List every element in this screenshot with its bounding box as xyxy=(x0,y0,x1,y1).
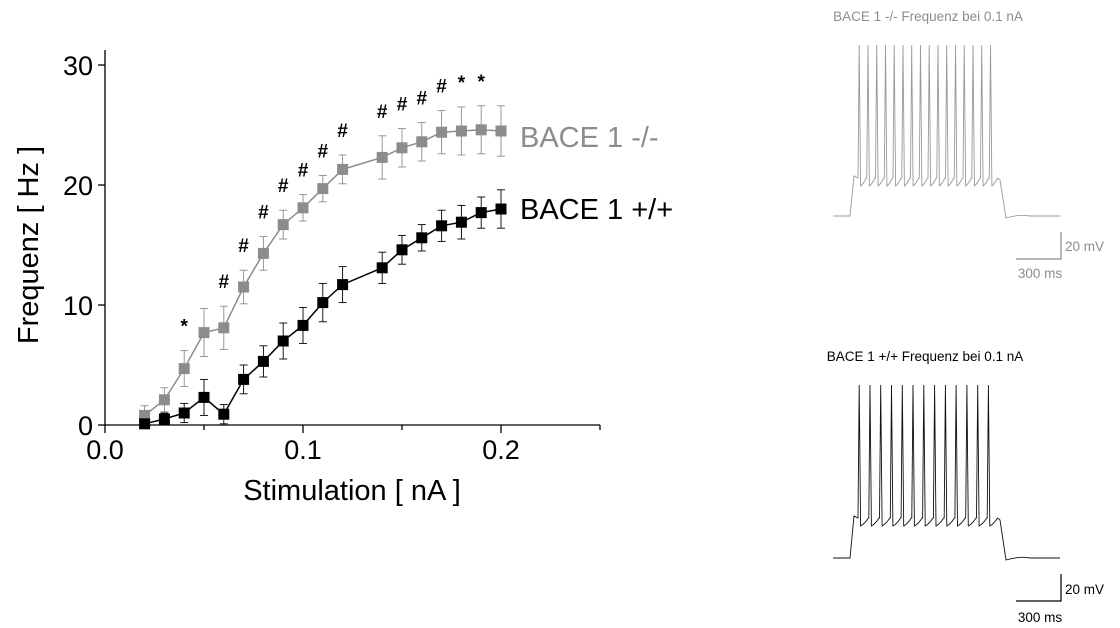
data-point-ko xyxy=(257,247,269,259)
data-point-ko xyxy=(158,394,170,406)
trace-title-ko: BACE 1 -/- Frequenz bei 0.1 nA xyxy=(833,9,1023,24)
y-axis-title: Frequenz [ Hz ] xyxy=(13,146,45,344)
significance-marker: # xyxy=(258,203,269,224)
significance-marker: # xyxy=(397,95,408,116)
data-point-wt xyxy=(218,408,230,420)
significance-marker: * xyxy=(180,317,188,338)
significance-marker: * xyxy=(458,73,466,94)
data-point-ko xyxy=(297,202,309,214)
significance-marker: # xyxy=(318,141,329,162)
trace-title-wt: BACE 1 +/+ Frequenz bei 0.1 nA xyxy=(827,349,1024,364)
trace-panel-ko: BACE 1 -/- Frequenz bei 0.1 nA 20 mV 300… xyxy=(833,9,1104,281)
scale-label-mv-ko: 20 mV xyxy=(1065,239,1104,254)
data-point-ko xyxy=(317,183,329,195)
data-point-wt xyxy=(416,232,428,244)
data-point-ko xyxy=(376,151,388,163)
axis-ticks: 0 10 20 30 0.0 0.1 0.2 xyxy=(63,51,601,465)
data-point-wt xyxy=(139,418,151,430)
data-point-ko xyxy=(455,125,467,137)
data-point-ko xyxy=(337,163,349,175)
data-point-wt xyxy=(238,373,250,385)
significance-marker: * xyxy=(477,72,485,93)
data-point-wt xyxy=(337,279,349,291)
y-tick-label: 10 xyxy=(63,291,93,321)
data-point-wt xyxy=(178,407,190,419)
data-point-ko xyxy=(495,125,507,137)
data-point-wt xyxy=(396,244,408,256)
data-point-wt xyxy=(277,335,289,347)
significance-marker: # xyxy=(298,161,309,182)
data-point-wt xyxy=(495,203,507,215)
data-point-wt xyxy=(436,220,448,232)
x-tick-label: 0.0 xyxy=(86,435,124,465)
data-point-ko xyxy=(218,322,230,334)
data-point-ko xyxy=(198,327,210,339)
series-ko xyxy=(139,105,507,426)
data-point-ko xyxy=(238,281,250,293)
y-tick-label: 30 xyxy=(63,51,93,81)
data-point-wt xyxy=(158,413,170,425)
series-line-ko xyxy=(144,129,502,416)
data-point-ko xyxy=(396,142,408,154)
scale-label-ms-ko: 300 ms xyxy=(1018,266,1063,281)
trace-panel-wt: BACE 1 +/+ Frequenz bei 0.1 nA 20 mV 300… xyxy=(827,349,1104,625)
data-point-ko xyxy=(178,363,190,375)
frequency-plot: * # # # # # # # # # # # * * 0 10 20 30 0.0 0.1 0.2 Stimulat… xyxy=(13,50,673,507)
scale-bar-ko xyxy=(1016,232,1062,260)
data-point-ko xyxy=(277,219,289,231)
data-point-wt xyxy=(198,391,210,403)
membrane-trace-wt xyxy=(833,384,1060,561)
significance-marker: # xyxy=(436,77,447,98)
data-point-ko xyxy=(475,124,487,136)
x-tick-label: 0.2 xyxy=(482,435,520,465)
significance-markers: * # # # # # # # # # # # * * xyxy=(180,72,485,338)
data-point-ko xyxy=(436,126,448,138)
x-axis-title: Stimulation [ nA ] xyxy=(243,475,461,507)
y-tick-label: 0 xyxy=(78,411,93,441)
data-point-wt xyxy=(317,297,329,309)
data-point-ko xyxy=(139,409,151,421)
data-point-ko xyxy=(416,136,428,148)
series-layer xyxy=(139,105,507,430)
legend-label-wt: BACE 1 +/+ xyxy=(520,194,673,226)
significance-marker: # xyxy=(219,272,230,293)
significance-marker: # xyxy=(278,176,289,197)
significance-marker: # xyxy=(238,236,249,257)
data-point-wt xyxy=(475,207,487,219)
error-bars-wt xyxy=(140,189,505,428)
scale-label-mv-wt: 20 mV xyxy=(1065,582,1104,597)
series-wt xyxy=(139,189,507,430)
significance-marker: # xyxy=(337,121,348,142)
data-point-wt xyxy=(297,319,309,331)
significance-marker: # xyxy=(417,89,428,110)
scale-bar-wt xyxy=(1016,574,1062,602)
significance-marker: # xyxy=(377,102,388,123)
y-tick-label: 20 xyxy=(63,171,93,201)
data-point-wt xyxy=(376,262,388,274)
x-tick-label: 0.1 xyxy=(284,435,322,465)
membrane-trace-ko xyxy=(833,44,1060,219)
legend-label-ko: BACE 1 -/- xyxy=(520,122,659,154)
data-point-wt xyxy=(257,355,269,367)
scale-label-ms-wt: 300 ms xyxy=(1018,610,1063,625)
data-point-wt xyxy=(455,216,467,228)
